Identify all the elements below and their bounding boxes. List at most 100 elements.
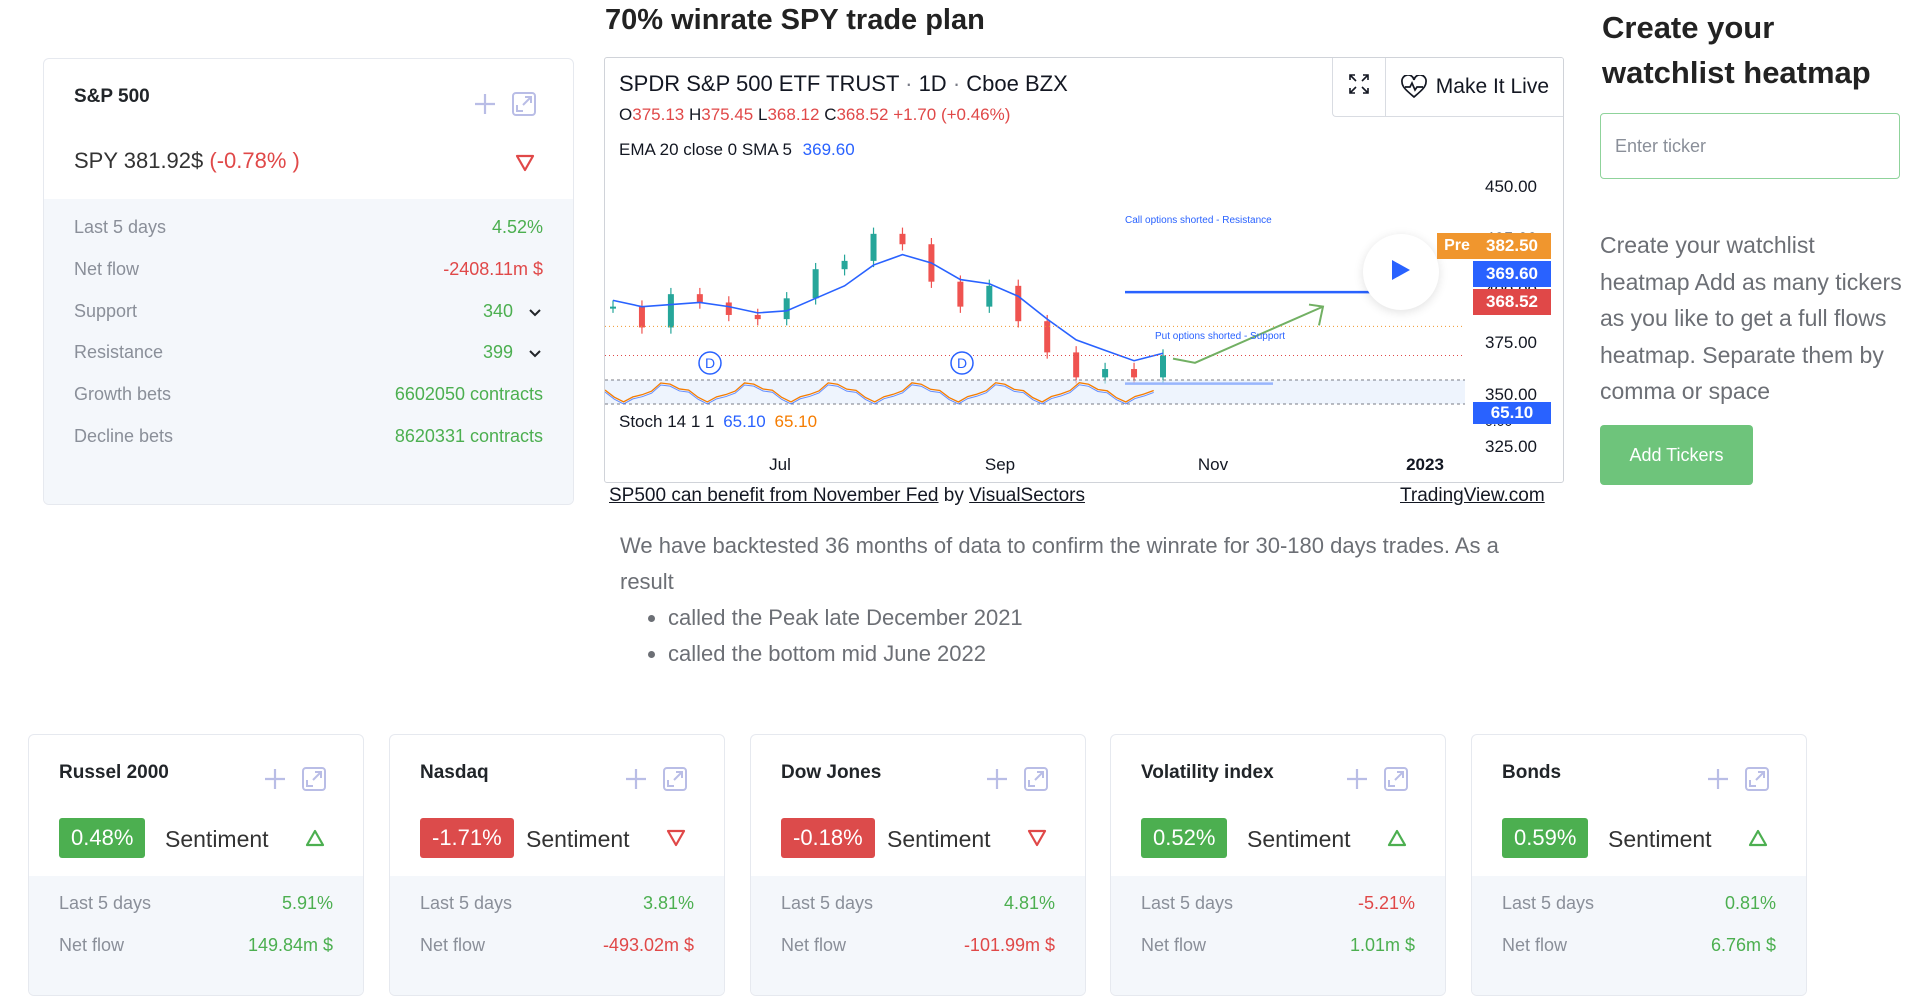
- ticker-input[interactable]: [1600, 113, 1900, 179]
- stat-value: -2408.11m $: [443, 258, 543, 279]
- stat-value: -5.21%: [1357, 893, 1415, 913]
- stat-value: 8620331 contracts: [394, 426, 543, 446]
- ohlc-c-label: C: [824, 105, 837, 124]
- stoch-k-line: [605, 384, 1154, 405]
- last-price-tag: 368.52: [1473, 289, 1551, 315]
- make-it-live-button[interactable]: Make It Live: [1384, 58, 1563, 116]
- stat-label: Last 5 days: [781, 893, 874, 913]
- stat-row: Decline bets 8620331 contracts: [74, 426, 543, 466]
- stat-row[interactable]: Support 340: [74, 301, 543, 341]
- play-button[interactable]: [1363, 234, 1439, 310]
- play-icon: [1390, 258, 1412, 287]
- chart-exchange: Cboe BZX: [966, 71, 1068, 96]
- x-tick-label: 2023: [1406, 455, 1444, 474]
- down-triangle-icon: [515, 154, 535, 177]
- fullscreen-button[interactable]: [1333, 58, 1385, 116]
- sentiment-label: Sentiment: [887, 826, 991, 852]
- stoch-indicator-label[interactable]: Stoch 14 1 1: [619, 412, 715, 431]
- card-actions: [263, 766, 327, 792]
- idea-title-link[interactable]: SP500 can benefit from November Fed: [609, 485, 939, 506]
- stat-row: Net flow 149.84m $: [59, 935, 333, 975]
- stat-row: Last 5 days 4.81%: [781, 893, 1055, 933]
- expand-icon[interactable]: [1744, 766, 1770, 792]
- expand-icon[interactable]: [1023, 766, 1049, 792]
- stoch-d-line: [605, 382, 1154, 403]
- ema-price-tag: 369.60: [1473, 261, 1551, 287]
- y-tick-label: 450.00: [1485, 177, 1537, 196]
- author-link[interactable]: VisualSectors: [969, 485, 1085, 506]
- card-title: S&P 500: [74, 86, 150, 107]
- y-tick-label: 350.00: [1485, 385, 1537, 404]
- candle-body: [610, 306, 616, 309]
- candle-body: [667, 294, 674, 328]
- candle-body: [1015, 285, 1022, 322]
- change-badge: 0.52%: [1141, 818, 1228, 858]
- x-tick-label: Sep: [985, 455, 1015, 474]
- add-icon[interactable]: [985, 767, 1009, 791]
- ema-indicator-value: 369.60: [802, 140, 855, 159]
- list-item: called the Peak late December 2021: [668, 600, 1550, 636]
- card-title: Dow Jones: [781, 762, 882, 783]
- add-icon[interactable]: [624, 767, 648, 791]
- stat-value: 149.84m $: [247, 935, 333, 955]
- ohlc-high: 375.45: [701, 105, 754, 124]
- chevron-down-icon[interactable]: [527, 304, 543, 325]
- stoch-d-value: 65.10: [774, 412, 818, 431]
- dividend-marker: [950, 351, 974, 375]
- card-stats: Last 5 days 5.91% Net flow 149.84m $: [29, 876, 363, 995]
- candle-body: [1131, 369, 1138, 378]
- expand-icon[interactable]: [1383, 766, 1409, 792]
- add-tickers-button[interactable]: Add Tickers: [1600, 425, 1753, 485]
- stat-label: Last 5 days: [420, 893, 513, 913]
- add-icon[interactable]: [1706, 767, 1730, 791]
- plan-description: We have backtested 36 months of data to …: [620, 528, 1550, 672]
- card-stats: Last 5 days -5.21% Net flow 1.01m $: [1111, 876, 1445, 995]
- stoch-price-tag: 65.10: [1473, 402, 1551, 424]
- stat-label: Net flow: [1502, 935, 1568, 955]
- x-tick-label: Nov: [1198, 455, 1229, 474]
- stat-row: Net flow 6.76m $: [1502, 935, 1776, 975]
- expand-icon[interactable]: [301, 766, 327, 792]
- card-stats: Last 5 days 4.52% Net flow -2408.11m $ Suppo…: [44, 199, 573, 504]
- tradingview-source-link[interactable]: TradingView.com: [1400, 485, 1545, 506]
- ema-indicator-label[interactable]: EMA 20 close 0 SMA 5: [619, 140, 792, 159]
- ohlc-change: +1.70 (+0.46%): [893, 105, 1011, 124]
- down-triangle-icon: [666, 829, 686, 852]
- stat-value: 340: [482, 300, 513, 321]
- stat-row: Net flow -101.99m $: [781, 935, 1055, 975]
- heartbeat-icon: [1400, 75, 1428, 99]
- expand-icon[interactable]: [511, 91, 537, 117]
- ohlc-open: 375.13: [632, 105, 685, 124]
- card-actions: [1706, 766, 1770, 792]
- candle-body: [957, 281, 964, 307]
- stoch-k-value: 65.10: [723, 412, 766, 431]
- stat-value: -101.99m $: [963, 935, 1055, 955]
- stat-row: Last 5 days 0.81%: [1502, 893, 1776, 933]
- chart-symbol: SPDR S&P 500 ETF TRUST: [619, 71, 899, 96]
- card-title: Bonds: [1502, 762, 1562, 783]
- stat-value: 5.91%: [281, 893, 333, 913]
- tradingview-chart[interactable]: 450.00425.00400.00375.00350.00325.00JulS…: [604, 57, 1564, 483]
- stat-value: 4.81%: [1003, 893, 1055, 913]
- add-icon[interactable]: [263, 767, 287, 791]
- add-icon[interactable]: [1345, 767, 1369, 791]
- add-icon[interactable]: [473, 92, 497, 116]
- candle-body: [1102, 369, 1109, 378]
- card-title: Russel 2000: [59, 762, 169, 783]
- candle-body: [812, 269, 819, 299]
- stat-row[interactable]: Resistance 399: [74, 342, 543, 382]
- index-card: Dow Jones -0.18% Sentiment Last 5 days 4.81%…: [750, 734, 1086, 996]
- index-card: Bonds 0.59% Sentiment Last 5 days 0.81% Net f…: [1471, 734, 1807, 996]
- stat-label: Resistance: [74, 342, 164, 363]
- stat-value: 6.76m $: [1710, 935, 1776, 955]
- stat-label: Last 5 days: [1502, 893, 1595, 913]
- stat-label: Net flow: [420, 935, 486, 955]
- expand-icon[interactable]: [662, 766, 688, 792]
- stat-row: Last 5 days -5.21%: [1141, 893, 1415, 933]
- chevron-down-icon[interactable]: [527, 345, 543, 366]
- y-tick-label: 325.00: [1485, 437, 1537, 456]
- x-tick-label: Jul: [769, 455, 791, 474]
- candle-body: [986, 285, 993, 307]
- stat-value: 4.52%: [491, 217, 543, 237]
- candle-body: [638, 306, 645, 328]
